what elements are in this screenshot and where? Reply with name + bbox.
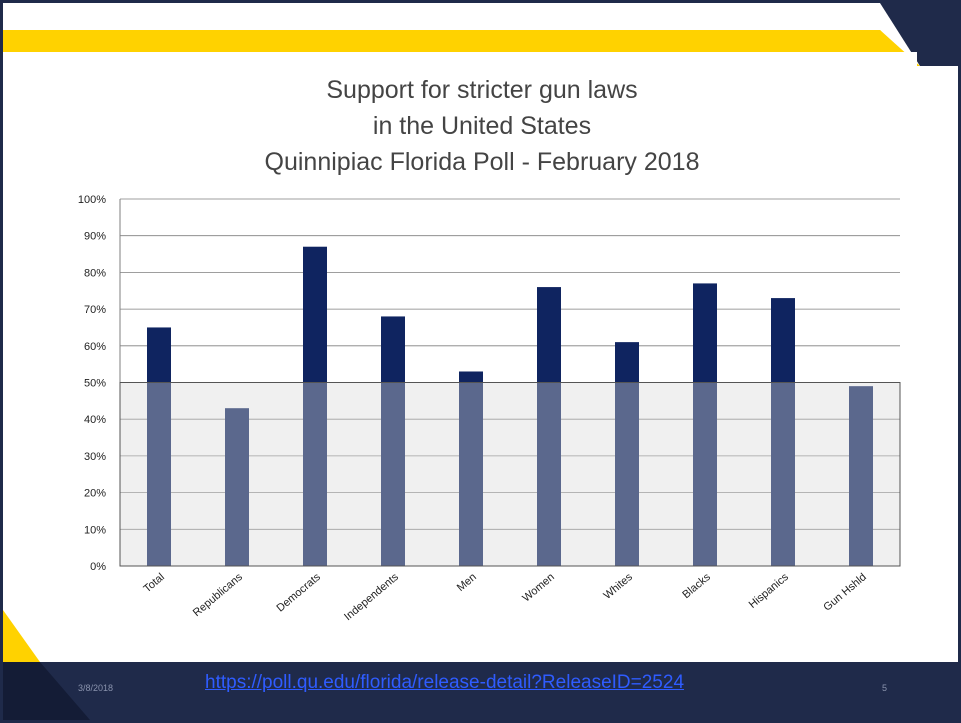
bar bbox=[615, 342, 639, 566]
bar bbox=[303, 246, 327, 566]
bottom-band bbox=[3, 662, 958, 720]
y-tick-label: 20% bbox=[84, 488, 106, 500]
bar bbox=[381, 316, 405, 566]
bar bbox=[693, 283, 717, 566]
chart-title-line-1: Support for stricter gun laws bbox=[326, 76, 637, 104]
y-tick-label: 80% bbox=[84, 267, 106, 279]
plot-area: 0%10%20%30%40%50%60%70%80%90%100%Total Re… bbox=[78, 194, 901, 623]
chart-title-line-3: Quinnipiac Florida Poll - February 2018 bbox=[265, 148, 700, 176]
y-tick-label: 10% bbox=[84, 524, 106, 536]
y-tick-label: 0% bbox=[90, 561, 106, 573]
bar bbox=[849, 386, 873, 566]
bar bbox=[147, 327, 171, 566]
y-tick-label: 100% bbox=[78, 194, 106, 206]
bottom-left-dark bbox=[3, 662, 90, 720]
footer-date: 3/8/2018 bbox=[78, 683, 114, 693]
y-tick-label: 70% bbox=[84, 304, 106, 316]
top-accent-band bbox=[3, 30, 900, 52]
bar bbox=[771, 298, 795, 566]
bar bbox=[225, 408, 249, 566]
y-tick-label: 60% bbox=[84, 341, 106, 353]
y-tick-label: 40% bbox=[84, 414, 106, 426]
source-link[interactable]: https://poll.qu.edu/florida/release-deta… bbox=[205, 672, 685, 693]
y-tick-label: 50% bbox=[84, 378, 106, 390]
bar bbox=[459, 371, 483, 566]
threshold-band bbox=[119, 382, 901, 567]
bar bbox=[537, 287, 561, 566]
page-number: 5 bbox=[882, 683, 888, 693]
y-tick-label: 90% bbox=[84, 231, 106, 243]
chart-title-line-2: in the United States bbox=[373, 112, 591, 140]
y-tick-label: 30% bbox=[84, 451, 106, 463]
top-right-corner bbox=[880, 3, 958, 66]
bottom-left-accent bbox=[3, 610, 40, 662]
